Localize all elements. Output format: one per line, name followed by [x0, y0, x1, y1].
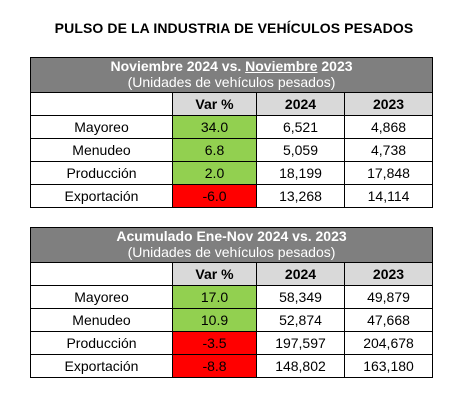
year-2024-cell: 5,059 [256, 138, 345, 162]
table-row: Mayoreo 34.0 6,521 4,868 [30, 115, 434, 139]
table-row: Producción -3.5 197,597 204,678 [30, 331, 434, 355]
var-cell: -3.5 [172, 331, 257, 355]
empty-header-cell [30, 262, 173, 286]
year-2024-cell: 6,521 [256, 115, 345, 139]
row-label: Mayoreo [30, 115, 173, 139]
table-row: Mayoreo 17.0 58,349 49,879 [30, 285, 434, 309]
page-title: PULSO DE LA INDUSTRIA DE VEHÍCULOS PESAD… [54, 20, 414, 36]
row-label: Menudeo [30, 308, 173, 332]
year-2023-column-header: 2023 [343, 92, 434, 116]
table-row: Menudeo 6.8 5,059 4,738 [30, 138, 434, 162]
table-header-row: Acumulado Ene-Nov 2024 vs. 2023 (Unidade… [29, 227, 434, 263]
year-2024-cell: 18,199 [256, 161, 345, 185]
year-2024-cell: 13,268 [256, 184, 345, 208]
table-body: Mayoreo 17.0 58,349 49,879 Menudeo 10.9 52,874… [30, 285, 434, 378]
year-2024-cell: 197,597 [256, 331, 345, 355]
year-2024-cell: 148,802 [256, 354, 345, 378]
column-header-row: Var % 2024 2023 [30, 262, 434, 286]
year-2024-cell: 52,874 [256, 308, 345, 332]
cumulative-comparison-table: Acumulado Ene-Nov 2024 vs. 2023 (Unidade… [29, 227, 434, 378]
year-2024-column-header: 2024 [256, 92, 345, 116]
table-heading: Noviembre 2024 vs. Noviembre 2023 (Unida… [29, 57, 434, 93]
table-row: Producción 2.0 18,199 17,848 [30, 161, 434, 185]
table-title: Noviembre 2024 vs. Noviembre 2023 [110, 58, 353, 74]
monthly-comparison-table: Noviembre 2024 vs. Noviembre 2023 (Unida… [29, 57, 434, 208]
table-row: Exportación -6.0 13,268 14,114 [30, 184, 434, 208]
row-label: Mayoreo [30, 285, 173, 309]
year-2023-cell: 17,848 [343, 161, 434, 185]
var-cell: 17.0 [172, 285, 257, 309]
row-label: Menudeo [30, 138, 173, 162]
year-2024-cell: 58,349 [256, 285, 345, 309]
table-row: Exportación -8.8 148,802 163,180 [30, 354, 434, 378]
year-2023-cell: 14,114 [343, 184, 434, 208]
year-2023-cell: 4,868 [343, 115, 434, 139]
row-label: Producción [30, 331, 173, 355]
table-row: Menudeo 10.9 52,874 47,668 [30, 308, 434, 332]
var-cell: 6.8 [172, 138, 257, 162]
year-2024-column-header: 2024 [256, 262, 345, 286]
var-column-header: Var % [172, 92, 257, 116]
row-label: Exportación [30, 184, 173, 208]
year-2023-cell: 4,738 [343, 138, 434, 162]
empty-header-cell [30, 92, 173, 116]
table-header-row: Noviembre 2024 vs. Noviembre 2023 (Unida… [29, 57, 434, 93]
table-heading: Acumulado Ene-Nov 2024 vs. 2023 (Unidade… [29, 227, 434, 263]
row-label: Producción [30, 161, 173, 185]
year-2023-column-header: 2023 [343, 262, 434, 286]
var-cell: -8.8 [172, 354, 257, 378]
table-subtitle: (Unidades de vehículos pesados) [127, 244, 336, 260]
table-title: Acumulado Ene-Nov 2024 vs. 2023 [116, 228, 347, 244]
var-cell: 34.0 [172, 115, 257, 139]
row-label: Exportación [30, 354, 173, 378]
year-2023-cell: 204,678 [343, 331, 434, 355]
var-column-header: Var % [172, 262, 257, 286]
var-cell: -6.0 [172, 184, 257, 208]
year-2023-cell: 49,879 [343, 285, 434, 309]
var-cell: 10.9 [172, 308, 257, 332]
var-cell: 2.0 [172, 161, 257, 185]
year-2023-cell: 47,668 [343, 308, 434, 332]
table-subtitle: (Unidades de vehículos pesados) [127, 74, 336, 90]
year-2023-cell: 163,180 [343, 354, 434, 378]
table-body: Mayoreo 34.0 6,521 4,868 Menudeo 6.8 5,059 4,73… [30, 115, 434, 208]
column-header-row: Var % 2024 2023 [30, 92, 434, 116]
